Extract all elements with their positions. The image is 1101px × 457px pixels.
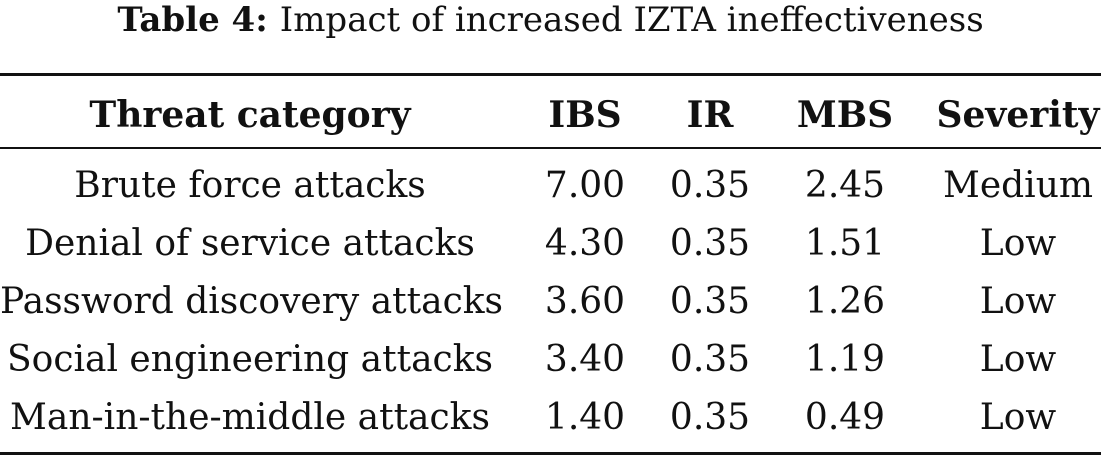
cell-ibs: 1.40 [544, 397, 626, 438]
cell-threat-category: Social engineering attacks [7, 339, 493, 380]
cell-ir: 0.35 [669, 281, 751, 322]
cell-severity: Medium [942, 165, 1094, 206]
cell-mbs: 1.26 [804, 281, 886, 322]
table-header-row: Threat category IBS IR MBS Severity [0, 86, 1101, 144]
header-mbs: MBS [796, 94, 894, 136]
cell-mbs: 1.19 [804, 339, 886, 380]
header-ibs: IBS [548, 94, 622, 136]
cell-threat-category: Brute force attacks [74, 165, 426, 206]
header-ir: IR [686, 94, 734, 136]
cell-ibs: 3.60 [544, 281, 626, 322]
cell-ir: 0.35 [669, 397, 751, 438]
table-top-rule [0, 73, 1101, 76]
table-row: Social engineering attacks 3.40 0.35 1.1… [0, 331, 1101, 389]
cell-ir: 0.35 [669, 339, 751, 380]
cell-ibs: 7.00 [544, 165, 626, 206]
header-severity: Severity [936, 94, 1100, 136]
cell-ir: 0.35 [669, 165, 751, 206]
cell-threat-category: Man-in-the-middle attacks [10, 397, 490, 438]
cell-severity: Low [979, 223, 1057, 264]
cell-severity: Low [979, 281, 1057, 322]
cell-ibs: 4.30 [544, 223, 626, 264]
cell-threat-category: Denial of service attacks [25, 223, 475, 264]
cell-ir: 0.35 [669, 223, 751, 264]
cell-severity: Low [979, 339, 1057, 380]
table-header-rule [0, 147, 1101, 149]
cell-ibs: 3.40 [544, 339, 626, 380]
cell-severity: Low [979, 397, 1057, 438]
table-row: Password discovery attacks 3.60 0.35 1.2… [0, 273, 1101, 331]
table-caption-label: Table 4: [117, 0, 268, 40]
table-bottom-rule [0, 452, 1101, 455]
cell-threat-category: Password discovery attacks [0, 281, 504, 322]
table-row: Man-in-the-middle attacks 1.40 0.35 0.49… [0, 389, 1101, 447]
header-threat-category: Threat category [89, 94, 411, 136]
table-caption: Table 4: Impact of increased IZTA ineffec… [0, 0, 1101, 40]
table-caption-text: Impact of increased IZTA ineffectiveness [279, 0, 984, 40]
table-row: Denial of service attacks 4.30 0.35 1.51… [0, 215, 1101, 273]
table-row: Brute force attacks 7.00 0.35 2.45 Mediu… [0, 157, 1101, 215]
cell-mbs: 0.49 [804, 397, 886, 438]
cell-mbs: 2.45 [804, 165, 886, 206]
cell-mbs: 1.51 [804, 223, 886, 264]
